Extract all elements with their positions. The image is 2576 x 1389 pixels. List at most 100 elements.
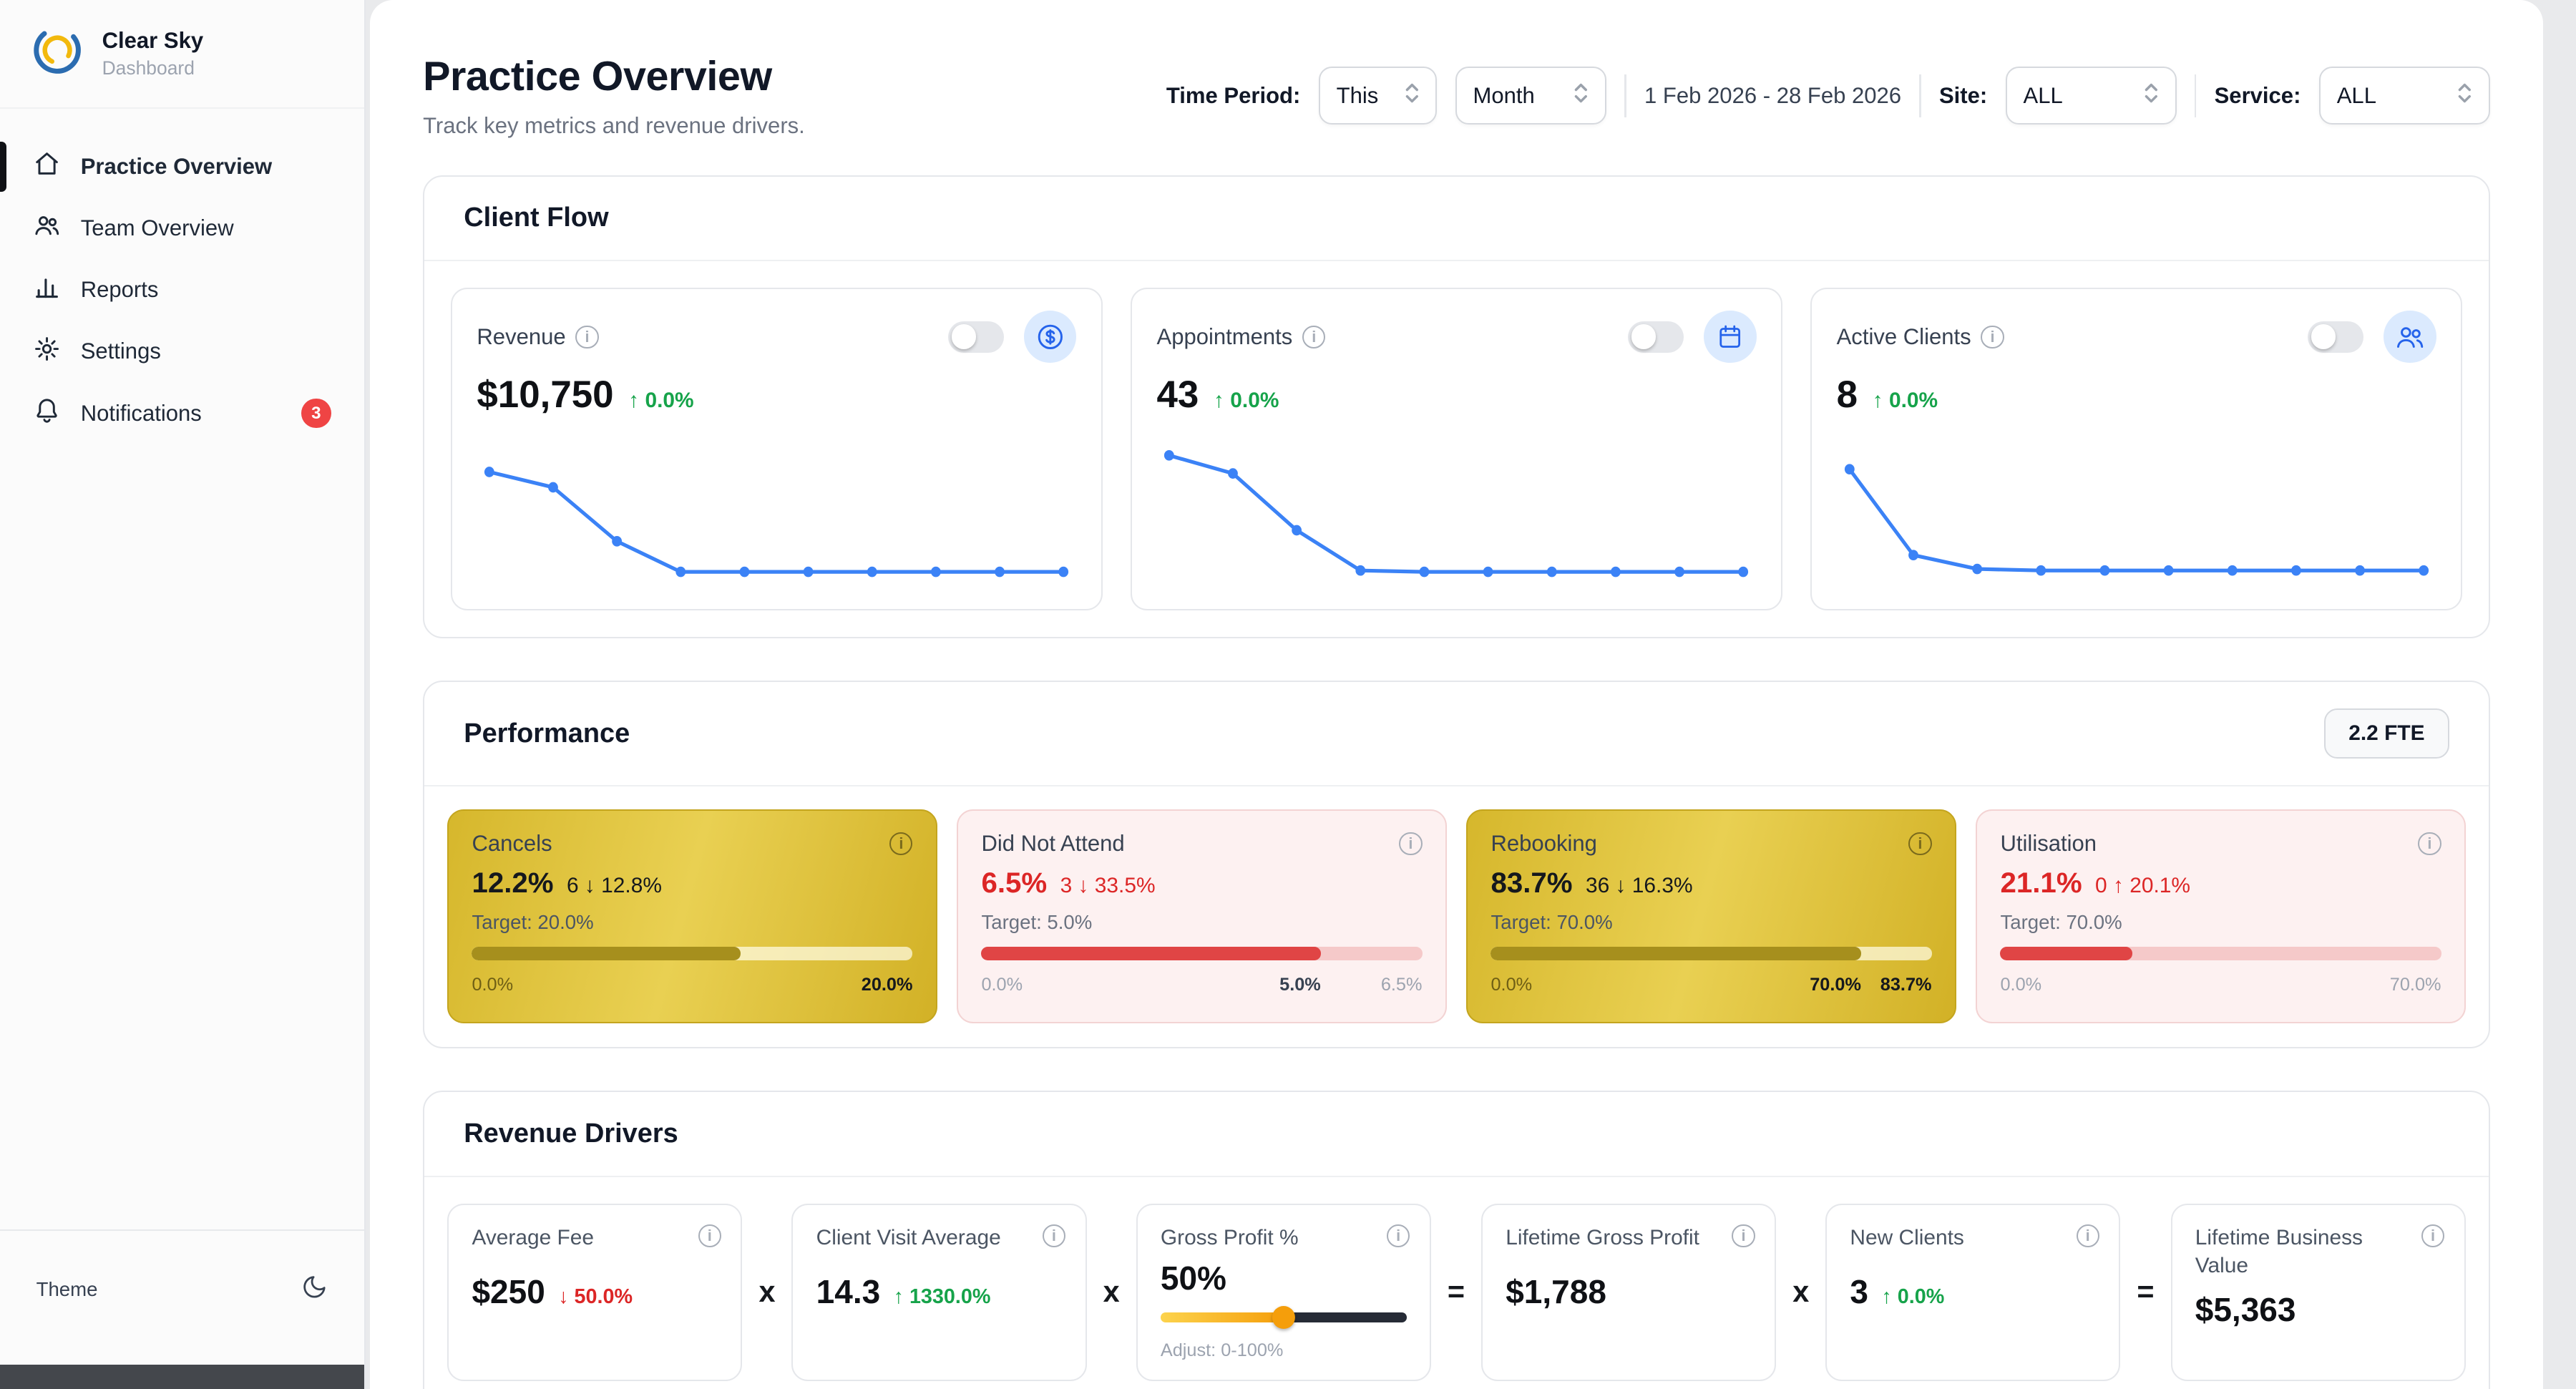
performance-section: Performance 2.2 FTE Cancels 12.2% 6 ↓ 12… bbox=[423, 681, 2490, 1048]
info-icon[interactable] bbox=[1981, 325, 2004, 349]
info-icon[interactable] bbox=[2418, 832, 2441, 856]
home-icon bbox=[33, 150, 61, 183]
rd-value: $1,788 bbox=[1506, 1272, 1606, 1310]
perf-value: 6.5% bbox=[981, 866, 1048, 899]
client-flow-section: Client Flow Revenue bbox=[423, 175, 2490, 638]
revenue-drivers-section: Revenue Drivers Average Fee $250 ↓ 50.0%… bbox=[423, 1091, 2490, 1389]
perf-target: Target: 20.0% bbox=[472, 910, 594, 933]
brand-name: Clear Sky bbox=[102, 28, 204, 54]
rd-delta: ↓ 50.0% bbox=[558, 1285, 633, 1308]
perf-target: Target: 5.0% bbox=[981, 910, 1093, 933]
brand-subtitle: Dashboard bbox=[102, 57, 195, 79]
scale-max: 70.0% bbox=[2389, 975, 2441, 995]
theme-row[interactable]: Theme bbox=[0, 1229, 364, 1347]
sidebar-item-practice-overview[interactable]: Practice Overview bbox=[0, 137, 364, 197]
metric-card-revenue: Revenue $10,750 ↑ 0.0% bbox=[450, 287, 1103, 610]
main-wrap: Practice Overview Track key metrics and … bbox=[366, 0, 2576, 1389]
moon-icon[interactable] bbox=[301, 1274, 328, 1305]
perf-value: 83.7% bbox=[1491, 866, 1573, 899]
info-icon[interactable] bbox=[575, 325, 599, 349]
period-secondary-select[interactable]: Month bbox=[1455, 67, 1607, 125]
scale-min: 0.0% bbox=[2000, 975, 2042, 995]
rd-value: $250 bbox=[472, 1272, 545, 1310]
gross-profit-slider-knob[interactable] bbox=[1272, 1305, 1295, 1330]
service-select[interactable]: ALL bbox=[2318, 67, 2490, 125]
page-subtitle: Track key metrics and revenue drivers. bbox=[423, 112, 805, 138]
metric-delta: ↑ 0.0% bbox=[1872, 389, 1938, 413]
bell-icon bbox=[33, 396, 61, 430]
info-icon[interactable] bbox=[1302, 325, 1326, 349]
info-icon[interactable] bbox=[1042, 1224, 1066, 1248]
appointments-toggle[interactable] bbox=[1628, 321, 1684, 353]
team-icon bbox=[33, 211, 61, 245]
service-label: Service: bbox=[2214, 82, 2301, 108]
info-icon[interactable] bbox=[1387, 1224, 1410, 1248]
info-icon[interactable] bbox=[2076, 1224, 2099, 1248]
perf-target: Target: 70.0% bbox=[1491, 910, 1613, 933]
sidebar-item-team-overview[interactable]: Team Overview bbox=[0, 198, 364, 258]
section-title-client-flow: Client Flow bbox=[464, 203, 609, 233]
active-clients-sparkline bbox=[1837, 423, 2436, 595]
sidebar-nav: Practice Overview Team Overview Reports … bbox=[0, 109, 364, 445]
sidebar-item-notifications[interactable]: Notifications 3 bbox=[0, 384, 364, 444]
rd-value: 50% bbox=[1160, 1259, 1226, 1297]
scale-target: 5.0% bbox=[1279, 975, 1321, 995]
rd-value: 14.3 bbox=[816, 1272, 881, 1310]
perf-scale: 0.0% 5.0% 6.5% bbox=[981, 975, 1422, 995]
perf-progress-bar bbox=[1491, 947, 1932, 960]
info-icon[interactable] bbox=[1399, 832, 1423, 856]
sidebar-item-settings[interactable]: Settings bbox=[0, 321, 364, 381]
clear-sky-logo-icon bbox=[29, 22, 85, 84]
metric-value: 8 bbox=[1836, 374, 1858, 416]
info-icon[interactable] bbox=[889, 832, 913, 856]
info-icon[interactable] bbox=[698, 1224, 721, 1248]
active-clients-toggle[interactable] bbox=[2308, 321, 2364, 353]
perf-target: Target: 70.0% bbox=[2000, 910, 2122, 933]
section-title-revenue-drivers: Revenue Drivers bbox=[464, 1118, 678, 1149]
select-value: Month bbox=[1473, 82, 1535, 108]
perf-card-rebooking: Rebooking 83.7% 36 ↓ 16.3% Target: 70.0%… bbox=[1466, 809, 1956, 1024]
scale-max: 6.5% bbox=[1380, 975, 1423, 995]
main-panel: Practice Overview Track key metrics and … bbox=[370, 0, 2543, 1389]
revenue-toggle[interactable] bbox=[948, 321, 1005, 353]
rd-card-new-clients: New Clients 3 ↑ 0.0% bbox=[1825, 1203, 2121, 1382]
metric-value: 43 bbox=[1156, 374, 1199, 416]
revenue-sparkline bbox=[477, 423, 1076, 595]
page-header: Practice Overview Track key metrics and … bbox=[406, 33, 2507, 175]
operator-multiply: x bbox=[1792, 1275, 1810, 1309]
perf-progress-bar bbox=[472, 947, 913, 960]
operator-equals: = bbox=[1447, 1275, 1465, 1309]
metric-label: Revenue bbox=[477, 323, 566, 349]
sidebar-bottom: Theme bbox=[0, 1229, 364, 1389]
chevron-updown-icon bbox=[2457, 82, 2472, 110]
rd-value: $5,363 bbox=[2195, 1290, 2296, 1328]
rd-label: Lifetime Gross Profit bbox=[1506, 1226, 1699, 1250]
scale-min: 0.0% bbox=[472, 975, 514, 995]
info-icon[interactable] bbox=[1908, 832, 1932, 856]
sidebar-item-label: Practice Overview bbox=[80, 153, 273, 179]
site-select[interactable]: ALL bbox=[2005, 67, 2177, 125]
perf-label: Did Not Attend bbox=[981, 830, 1125, 856]
period-primary-select[interactable]: This bbox=[1318, 67, 1438, 125]
site-label: Site: bbox=[1938, 82, 1988, 108]
rd-label: Lifetime Business Value bbox=[2195, 1226, 2363, 1278]
info-icon[interactable] bbox=[1732, 1224, 1755, 1248]
sidebar-item-reports[interactable]: Reports bbox=[0, 260, 364, 320]
bar-chart-icon bbox=[33, 273, 61, 307]
gross-profit-slider[interactable] bbox=[1160, 1305, 1407, 1331]
page-title: Practice Overview bbox=[423, 53, 772, 99]
info-icon[interactable] bbox=[2421, 1224, 2445, 1248]
gear-icon bbox=[33, 335, 61, 369]
scale-min: 0.0% bbox=[1491, 975, 1533, 995]
rd-delta: ↑ 1330.0% bbox=[893, 1285, 991, 1308]
notifications-badge: 3 bbox=[301, 398, 331, 429]
divider bbox=[1624, 74, 1626, 117]
perf-card-cancels: Cancels 12.2% 6 ↓ 12.8% Target: 20.0% 0.… bbox=[447, 809, 937, 1024]
metric-card-active-clients: Active Clients 8 ↑ 0.0% bbox=[1810, 287, 2463, 610]
header-controls: Time Period: This Month 1 Feb 2026 - 28 … bbox=[1166, 67, 2490, 125]
divider bbox=[2195, 74, 2197, 117]
fte-badge: 2.2 FTE bbox=[2324, 708, 2449, 759]
operator-equals: = bbox=[2137, 1275, 2155, 1309]
brand: Clear Sky Dashboard bbox=[0, 0, 364, 109]
operator-multiply: x bbox=[1103, 1275, 1120, 1309]
